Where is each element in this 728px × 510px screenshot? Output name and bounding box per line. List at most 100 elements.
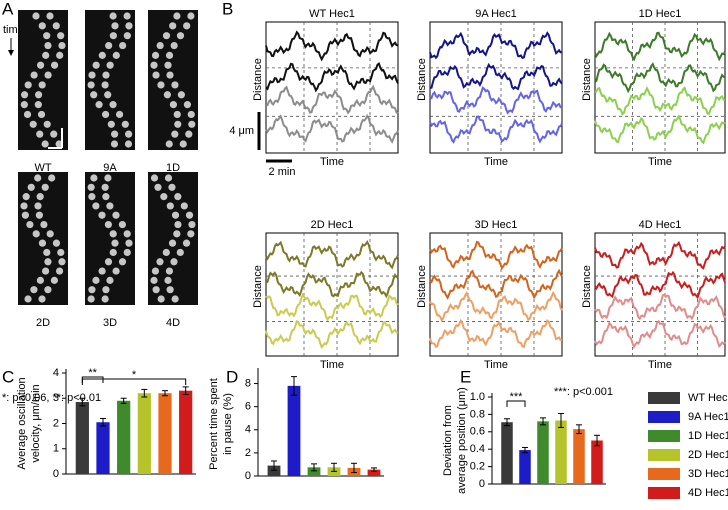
legend-swatch xyxy=(648,487,680,499)
legend-swatch xyxy=(648,392,680,404)
spot xyxy=(183,101,192,109)
spot xyxy=(110,140,119,148)
spot xyxy=(171,130,179,138)
spot xyxy=(164,61,172,69)
spot xyxy=(20,91,29,99)
y-axis-label: Average oscillation xyxy=(16,377,28,469)
micrograph xyxy=(148,10,198,150)
spot xyxy=(38,239,47,247)
micrograph xyxy=(148,172,198,305)
x-axis-label: Time xyxy=(320,156,344,168)
spot xyxy=(50,130,58,138)
spot xyxy=(106,61,114,69)
spot xyxy=(92,202,100,210)
spot xyxy=(173,230,181,238)
legend-label: 4D Hec1 xyxy=(688,487,728,499)
bar xyxy=(137,393,151,474)
spot xyxy=(56,51,64,59)
trace xyxy=(594,86,726,116)
trace xyxy=(594,31,726,62)
scale-y-label: 4 μm xyxy=(229,125,254,137)
spot xyxy=(123,248,131,257)
bar xyxy=(367,469,381,476)
legend-label: 2D Hec1 xyxy=(688,449,728,461)
scale-x-label: 2 min xyxy=(269,166,296,178)
y-axis-label: Distance xyxy=(581,58,593,101)
y-tick-label: 0.6 xyxy=(470,426,485,438)
micrograph xyxy=(85,10,135,150)
spot xyxy=(123,230,131,238)
spot xyxy=(112,51,120,59)
spot xyxy=(109,12,117,20)
trace xyxy=(594,270,726,300)
panel-label: D xyxy=(226,367,238,386)
spot xyxy=(36,130,44,138)
significance-bracket xyxy=(506,400,526,407)
spot xyxy=(162,248,170,257)
significance-label: * xyxy=(132,369,137,381)
trace xyxy=(429,268,563,300)
spot xyxy=(125,22,133,30)
trace xyxy=(594,114,726,145)
spot xyxy=(152,286,160,294)
spot xyxy=(166,286,174,294)
y-tick-label: 0 xyxy=(479,478,485,490)
y-tick-label: 6 xyxy=(245,401,251,413)
spot xyxy=(168,183,176,191)
bar xyxy=(287,385,301,476)
plot-title: WT Hec1 xyxy=(309,8,355,20)
image-label: 2D xyxy=(36,317,50,329)
micrograph xyxy=(18,172,68,305)
spot xyxy=(37,110,46,119)
trace xyxy=(429,86,563,115)
bar xyxy=(96,422,110,474)
spot xyxy=(185,130,193,138)
y-tick-label: 3 xyxy=(53,392,59,404)
spot xyxy=(34,91,43,99)
spot xyxy=(176,248,184,257)
spot xyxy=(95,101,103,109)
significance-label: ** xyxy=(88,367,97,379)
significance-label: *** xyxy=(510,391,524,403)
plot-frame xyxy=(429,232,563,357)
spot xyxy=(101,81,109,89)
spot xyxy=(173,12,181,20)
spot xyxy=(171,295,179,303)
spot xyxy=(87,183,95,191)
panel-label: B xyxy=(222,0,233,18)
spot xyxy=(88,71,96,79)
spot xyxy=(173,110,181,119)
spot xyxy=(118,258,127,266)
spot xyxy=(104,174,112,182)
panel-label: E xyxy=(460,367,471,386)
y-axis-label: Distance xyxy=(252,58,264,101)
spot xyxy=(166,202,174,210)
spot xyxy=(177,91,185,99)
y-tick-label: 1 xyxy=(53,443,59,455)
plot-frame xyxy=(265,232,399,357)
spot xyxy=(151,267,160,275)
spot xyxy=(104,258,113,266)
spot xyxy=(112,267,120,275)
spot xyxy=(92,276,100,284)
spot xyxy=(111,22,119,30)
y-tick-label: 0.8 xyxy=(470,408,485,420)
spot xyxy=(156,41,164,50)
spot xyxy=(50,61,59,69)
trace xyxy=(265,292,399,322)
trace xyxy=(429,31,563,60)
spot xyxy=(46,230,54,238)
y-tick-label: 2 xyxy=(245,447,251,459)
spot xyxy=(166,71,174,79)
spot xyxy=(20,202,28,210)
annotation: ***: p<0.001 xyxy=(554,386,613,398)
significance-bracket xyxy=(81,378,187,385)
y-tick-label: 0.4 xyxy=(470,443,485,455)
micrograph xyxy=(18,10,68,150)
spot xyxy=(106,202,114,210)
spot xyxy=(150,276,158,284)
spot xyxy=(107,120,115,128)
legend-swatch xyxy=(648,449,680,461)
spot xyxy=(109,230,117,238)
